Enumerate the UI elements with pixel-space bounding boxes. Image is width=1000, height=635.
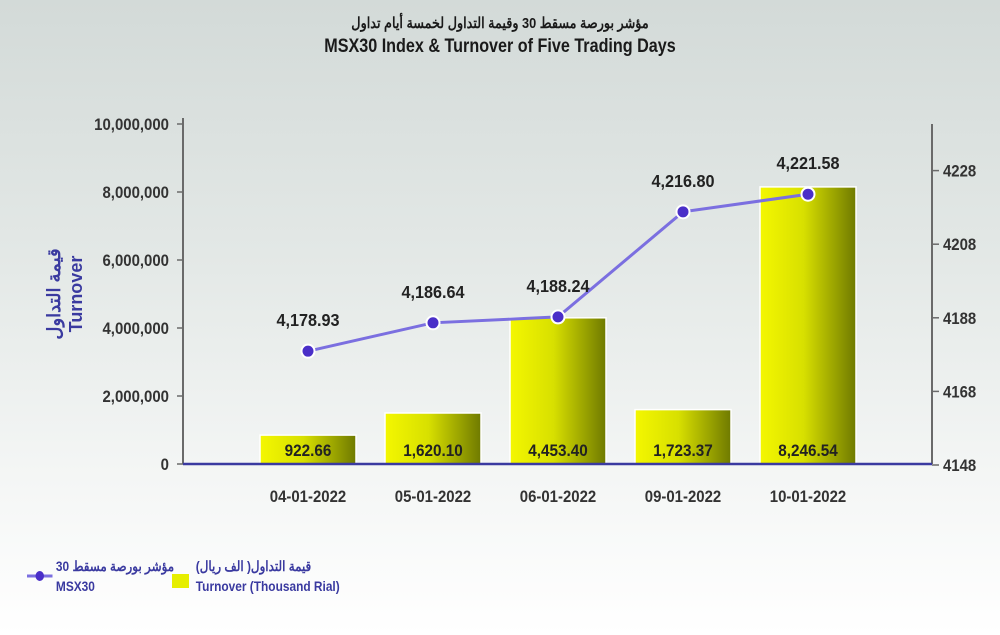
left-tick-label: 8,000,000 xyxy=(102,184,169,202)
point-value-label: 4,178.93 xyxy=(276,310,339,330)
point-value-label: 4,216.80 xyxy=(651,171,714,191)
line-marker-icon xyxy=(27,571,53,581)
turnover-bar xyxy=(634,408,732,465)
bar-value-label: 1,620.10 xyxy=(403,441,463,460)
left-tick-label: 2,000,000 xyxy=(102,388,169,406)
legend-label-ar: مؤشر بورصة مسقط 30 xyxy=(55,558,175,574)
x-tick-label: 06-01-2022 xyxy=(520,488,597,506)
legend-label: Turnover (Thousand Rial) xyxy=(195,578,340,594)
turnover-bar xyxy=(759,186,857,465)
msx30-point xyxy=(550,309,566,325)
bar-value-label: 8,246.54 xyxy=(778,441,838,460)
chart-title: MSX30 Index & Turnover of Five Trading D… xyxy=(324,36,676,57)
point-value-label: 4,221.58 xyxy=(776,153,839,173)
left-tick-label: 4,000,000 xyxy=(102,320,169,338)
turnover-bar xyxy=(384,412,482,465)
right-tick-label: 4148 xyxy=(943,457,976,475)
bar-swatch-icon xyxy=(172,574,189,588)
turnover-bar xyxy=(509,317,607,465)
msx30-point xyxy=(425,315,441,331)
x-tick-label: 10-01-2022 xyxy=(770,488,847,506)
x-tick-label: 09-01-2022 xyxy=(645,488,722,506)
legend-item-turnover: قيمة التداول( الف ريال) Turnover (Thousa… xyxy=(172,556,340,596)
chart-title-arabic: مؤشر بورصة مسقط 30 وقيمة التداول لخمسة أ… xyxy=(351,15,649,32)
left-tick-label: 6,000,000 xyxy=(102,252,169,270)
legend-label: MSX30 xyxy=(55,578,95,594)
turnover-bar xyxy=(259,434,357,465)
msx30-point xyxy=(800,186,816,202)
bar-value-label: 922.66 xyxy=(285,441,332,460)
left-axis-title: قيمة التداول Turnover xyxy=(44,248,86,339)
left-tick-label: 10,000,000 xyxy=(94,116,169,134)
left-tick-label: 0 xyxy=(161,456,169,474)
msx30-point xyxy=(300,343,316,359)
bar-value-label: 4,453.40 xyxy=(528,441,588,460)
legend-item-msx30: مؤشر بورصة مسقط 30 MSX30 xyxy=(27,556,174,596)
point-value-label: 4,186.64 xyxy=(401,282,464,302)
msx30-point xyxy=(675,204,691,220)
bar-value-label: 1,723.37 xyxy=(653,441,713,460)
right-tick-label: 4188 xyxy=(943,310,976,328)
right-tick-label: 4208 xyxy=(943,236,976,254)
left-axis-title-en: Turnover xyxy=(66,256,86,333)
point-value-label: 4,188.24 xyxy=(526,276,589,296)
right-tick-label: 4168 xyxy=(943,384,976,402)
left-axis-title-ar: قيمة التداول xyxy=(44,248,65,339)
legend-label-ar: قيمة التداول( الف ريال) xyxy=(195,558,312,574)
x-tick-label: 05-01-2022 xyxy=(395,488,472,506)
right-tick-label: 4228 xyxy=(943,163,976,181)
x-tick-label: 04-01-2022 xyxy=(270,488,347,506)
